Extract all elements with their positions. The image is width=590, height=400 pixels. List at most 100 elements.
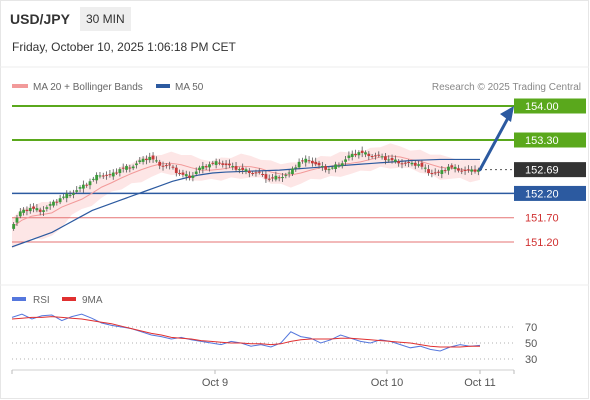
ma50-legend-label: MA 50 [175,82,204,93]
candle-body [42,210,45,212]
level-label: 151.20 [525,237,559,249]
candle-body [254,172,258,174]
timeframe-badge[interactable]: 30 MIN [80,7,131,31]
rsi-tick-label: 30 [525,354,537,366]
candle-body [304,158,308,163]
candle-body [234,166,238,170]
level-label-box [514,132,586,148]
candle-body [164,165,168,167]
candle-body [25,209,29,212]
candle-body [460,170,464,172]
candle-body [75,190,79,192]
candle-body [115,172,118,174]
candle-body [72,193,75,195]
candle-body [168,164,172,166]
candle-body [214,161,218,165]
x-axis-ticks: Oct 9 Oct 10 Oct 11 [11,370,515,389]
credit-label: Research © 2025 Trading Central [432,82,581,93]
candle-body [38,209,42,212]
candle-body [221,163,225,165]
candle-body [453,166,457,169]
candle-body [58,198,62,203]
candle-body [274,175,278,180]
level-label-box [514,162,586,178]
candle-body [171,166,175,168]
candle-body [125,166,128,170]
x-tick-label: Oct 10 [371,377,403,389]
candle-body [447,166,450,171]
candle-body [433,172,437,174]
level-label: 152.69 [525,165,559,177]
rsi-ma-line [11,316,480,348]
candle-body [15,217,19,223]
rsi-legend: RSI 9MA [12,295,103,306]
candle-body [244,169,248,172]
symbol-label: USD/JPY [10,11,70,27]
candle-body [224,163,228,166]
candle-body [55,201,59,203]
candle-body [400,163,404,165]
candle-body [357,152,361,156]
candle-body [294,167,298,169]
candle-body [111,172,115,177]
candle-body [350,153,354,157]
candle-body [198,167,201,171]
candle-body [148,157,152,161]
candle-body [91,178,95,180]
rsi-legend-label: RSI [33,295,50,306]
candle-body [364,152,367,155]
candle-body [264,174,268,179]
candle-body [430,173,434,175]
candle-body [374,155,377,157]
candle-body [360,150,364,153]
rsi-tick-label: 50 [525,338,537,350]
candle-body [450,165,454,168]
candle-body [320,166,324,168]
level-label-box [514,98,586,114]
candle-body [158,161,162,166]
candle-body [271,177,274,179]
candle-body [154,160,158,162]
candle-body [281,177,284,179]
candle-body [231,166,235,168]
candle-body [85,184,89,186]
rsi-ma-legend-label: 9MA [82,295,103,306]
candle-body [327,169,331,171]
candle-body [440,170,444,174]
candle-body [324,166,328,170]
candle-body [427,169,430,174]
candle-body [68,194,72,196]
candle-body [181,172,185,175]
candle-body [407,162,411,164]
candle-body [188,175,191,178]
candle-body [403,162,407,164]
candle-body [101,175,105,177]
candle-body [118,169,122,174]
candle-body [251,173,255,175]
candle-body [284,174,288,176]
arrow-head [500,106,514,122]
candle-body [380,156,384,158]
candle-body [18,211,22,217]
ma20-legend-swatch [12,84,28,88]
rsi-line [11,313,481,352]
candle-body [437,171,440,173]
candle-body [344,159,347,162]
candle-body [22,209,26,213]
candle-body [337,165,341,167]
candle-body [228,163,231,166]
candle-body [211,162,215,164]
candle-body [377,154,381,156]
candle-body [310,160,314,164]
candle-body [473,169,477,172]
candle-body [261,174,264,175]
x-tick-label: Oct 11 [464,377,496,389]
candle-body [201,166,205,170]
level-label-box [514,185,586,201]
candle-body [393,159,397,162]
projection-arrow [478,106,514,172]
candle-body [443,170,447,172]
